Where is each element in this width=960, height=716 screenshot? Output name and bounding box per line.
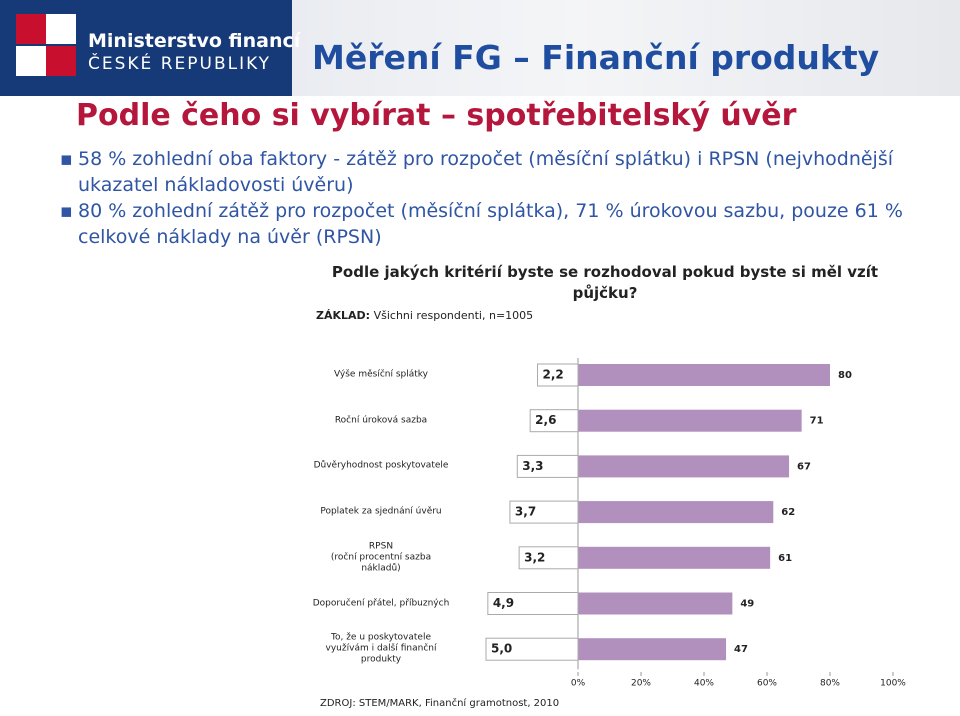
- bar: [578, 455, 790, 478]
- category-label: Důvěryhodnost poskytovatele: [313, 460, 449, 471]
- x-tick-label: 100%: [880, 679, 906, 689]
- base-note: ZÁKLAD: Všichni respondenti, n=1005: [316, 309, 533, 322]
- logo-text: Ministerstvo financí: [88, 30, 301, 52]
- logo-text: ČESKÉ REPUBLIKY: [88, 54, 272, 74]
- base-label: ZÁKLAD:: [316, 309, 371, 322]
- bullet: 80 % zohlední zátěž pro rozpočet (měsíčn…: [60, 198, 918, 250]
- mean-box: [537, 363, 579, 387]
- x-tick-label: 20%: [631, 679, 651, 689]
- logo-emblem: [16, 14, 76, 76]
- value-label: 49: [740, 599, 754, 610]
- category-label: Roční úroková sazba: [334, 415, 428, 426]
- x-tick-label: 0%: [571, 679, 586, 689]
- bar: [578, 592, 733, 615]
- mean-label: 2,6: [535, 413, 556, 427]
- value-label: 71: [810, 416, 824, 427]
- mean-label: 4,9: [493, 596, 514, 610]
- mean-label: 3,7: [515, 505, 536, 519]
- category-label: Výše měsíční splátky: [334, 369, 428, 380]
- value-label: 61: [778, 553, 792, 564]
- bullet: 58 % zohlední oba faktory - zátěž pro ro…: [60, 146, 918, 198]
- mean-box: [529, 409, 579, 433]
- x-tick-label: 80%: [820, 679, 840, 689]
- category-label: Poplatek za sjednání úvěru: [320, 506, 442, 517]
- bar: [578, 409, 802, 432]
- value-label: 80: [838, 370, 852, 381]
- subtitle: Podle čeho si vybírat – spotřebitelský ú…: [76, 98, 797, 133]
- mean-label: 5,0: [491, 642, 512, 656]
- value-label: 67: [797, 461, 811, 472]
- bar: [578, 501, 774, 524]
- mean-label: 3,3: [522, 459, 543, 473]
- mean-box: [487, 592, 579, 615]
- chart-title: Podle jakých kritérií byste se rozhodova…: [331, 263, 879, 302]
- mean-box: [509, 500, 579, 524]
- mean-box: [485, 637, 579, 661]
- mean-label: 3,2: [524, 550, 545, 564]
- value-label: 47: [734, 644, 748, 655]
- x-tick-label: 60%: [757, 679, 777, 689]
- bar: [578, 364, 830, 386]
- category-label: RPSN (roční procentní sazba nákladů): [330, 541, 432, 574]
- mean-box: [516, 454, 579, 478]
- x-tick-label: 40%: [694, 679, 714, 689]
- value-label: 62: [781, 507, 795, 518]
- logo: [0, 0, 292, 96]
- category-label: Doporučení přátel, příbuzných: [312, 598, 450, 608]
- slide-title: Měření FG – Finanční produkty: [312, 38, 880, 77]
- source: ZDROJ: STEM/MARK, Finanční gramotnost, 2…: [320, 698, 560, 709]
- mean-label: 2,2: [543, 368, 564, 382]
- bar: [578, 638, 727, 661]
- base-text: Všichni respondenti, n=1005: [373, 309, 534, 322]
- mean-box: [518, 546, 579, 570]
- bar: [578, 546, 771, 569]
- category-label: To, že u poskytovatele využívám i další …: [325, 632, 437, 665]
